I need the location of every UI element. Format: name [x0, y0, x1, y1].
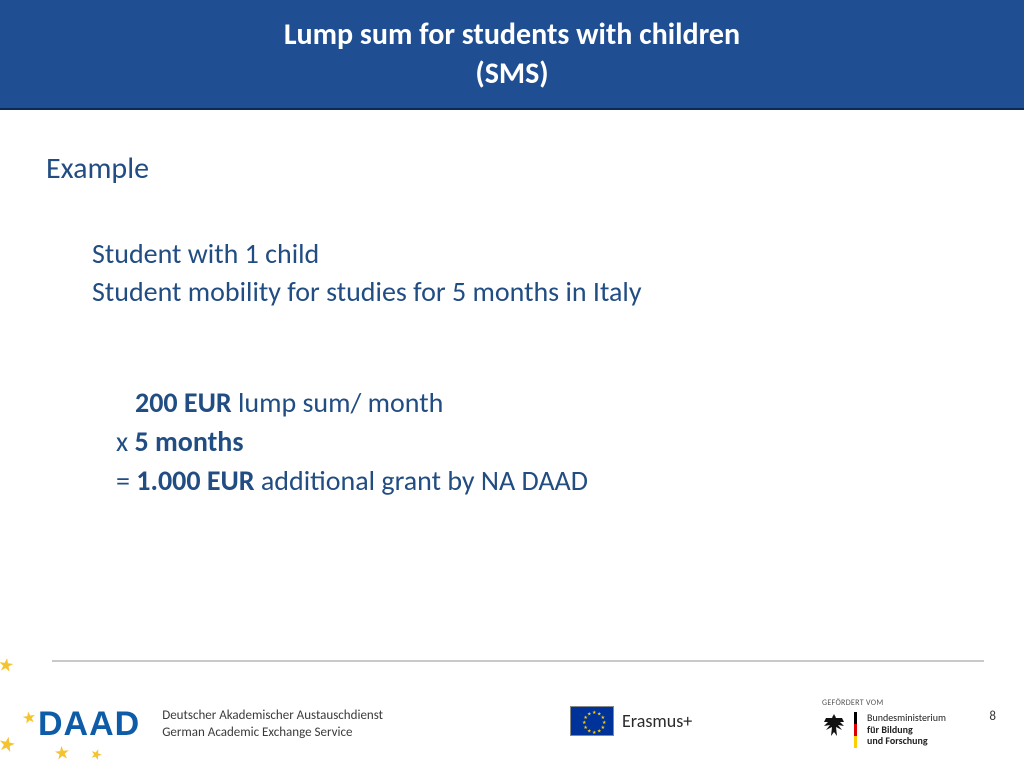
erasmus-label: Erasmus+	[622, 710, 692, 732]
title-bar: Lump sum for students with children (SMS…	[0, 0, 1024, 110]
federal-eagle-icon	[822, 712, 846, 740]
erasmus-logo-block: ★ ★ ★ ★ ★ ★ ★ ★ ★ ★ ★ ★ Erasmus+	[570, 706, 692, 736]
bmbf-line-1: Bundesministerium	[867, 712, 946, 724]
star-icon: ★	[0, 730, 18, 758]
daad-logo: DAAD	[38, 705, 140, 744]
page-number: 8	[989, 709, 996, 724]
title-line-2: (SMS)	[475, 55, 548, 92]
daad-line-2: German Academic Exchange Service	[162, 725, 383, 741]
calc-mult-line: x 5 months	[116, 422, 978, 461]
calculation-block: 200 EUR lump sum/ month x 5 months = 1.0…	[116, 383, 978, 501]
example-heading: Example	[46, 150, 978, 187]
slide-title: Lump sum for students with children (SMS…	[284, 15, 740, 93]
germany-flag-icon	[854, 712, 857, 748]
calc-eq-line: = 1.000 EUR additional grant by NA DAAD	[116, 461, 978, 500]
eu-star-ring: ★ ★ ★ ★ ★ ★ ★ ★ ★ ★ ★ ★	[571, 707, 613, 735]
example-line-1: Student with 1 child	[92, 235, 978, 273]
calc-rate-rest: lump sum/ month	[232, 385, 444, 420]
calc-rate-line: 200 EUR lump sum/ month	[116, 383, 978, 422]
slide-footer: ★ ★ ★ ★ ★ DAAD Deutscher Akademischer Au…	[0, 660, 1024, 768]
bmbf-sponsored-label: GEFÖRDERT VOM	[822, 698, 962, 708]
calc-rate-bold: 200 EUR	[135, 385, 232, 420]
bmbf-text: Bundesministerium für Bildung und Forsch…	[867, 712, 946, 747]
calc-mult-bold: 5 months	[134, 424, 243, 459]
eu-flag-icon: ★ ★ ★ ★ ★ ★ ★ ★ ★ ★ ★ ★	[570, 706, 614, 736]
star-icon: ★	[20, 707, 38, 729]
star-icon: ★	[87, 744, 105, 764]
daad-logo-block: DAAD Deutscher Akademischer Austauschdie…	[38, 705, 383, 744]
calc-eq-rest: additional grant by NA DAAD	[255, 463, 588, 498]
star-icon: ★	[0, 653, 16, 677]
slide: Lump sum for students with children (SMS…	[0, 0, 1024, 768]
bmbf-row: Bundesministerium für Bildung und Forsch…	[822, 712, 962, 748]
footer-divider	[52, 660, 984, 662]
slide-body: Example Student with 1 child Student mob…	[46, 150, 978, 500]
calc-eq-bold: 1.000 EUR	[136, 463, 254, 498]
example-line-2: Student mobility for studies for 5 month…	[92, 273, 978, 311]
daad-line-1: Deutscher Akademischer Austauschdienst	[162, 708, 383, 724]
calc-eq-prefix: =	[116, 463, 136, 498]
calc-mult-prefix: x	[116, 424, 134, 459]
bmbf-line-3: und Forschung	[867, 735, 946, 747]
daad-description: Deutscher Akademischer Austauschdienst G…	[162, 708, 383, 741]
bmbf-logo-block: GEFÖRDERT VOM Bundesministerium für Bild…	[822, 698, 962, 748]
star-icon: ★	[53, 741, 71, 765]
title-line-1: Lump sum for students with children	[284, 16, 740, 53]
example-lines: Student with 1 child Student mobility fo…	[92, 235, 978, 311]
